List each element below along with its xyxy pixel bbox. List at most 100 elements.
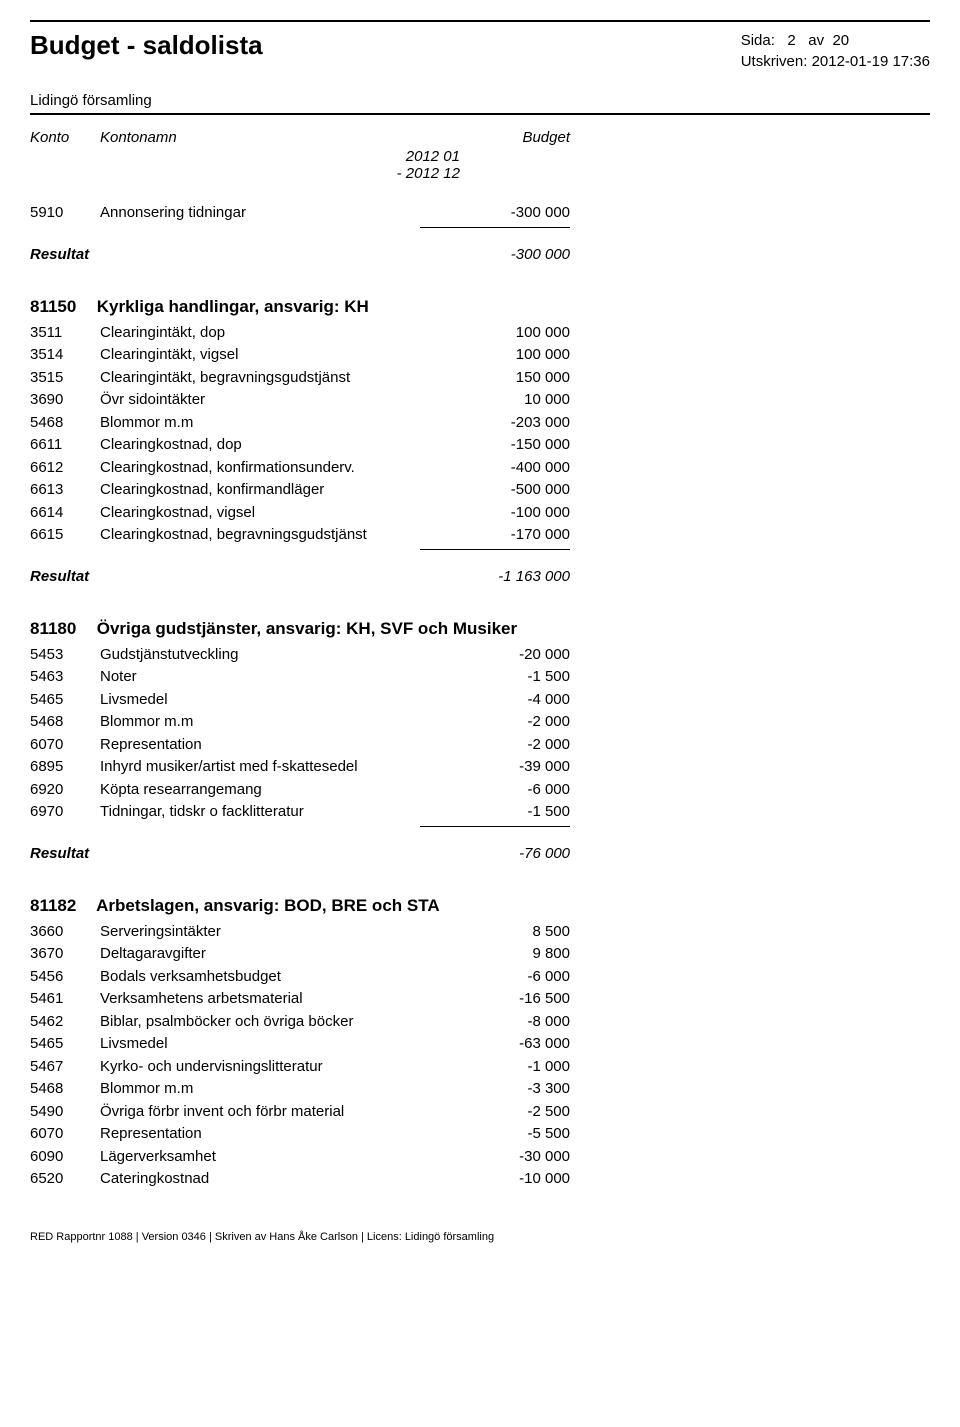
table-row: 5465Livsmedel-63 000	[30, 1033, 570, 1056]
result-label: Resultat	[30, 246, 420, 263]
col-name: Kontonamn	[100, 129, 420, 146]
row-konto: 6970	[30, 801, 100, 824]
row-value: -6 000	[420, 779, 570, 802]
row-name: Inhyrd musiker/artist med f-skattesedel	[100, 756, 420, 779]
row-konto: 5453	[30, 644, 100, 667]
row-konto: 3511	[30, 322, 100, 345]
row-name: Clearingkostnad, vigsel	[100, 502, 420, 525]
row-value: -1 000	[420, 1056, 570, 1079]
table-row: 6970Tidningar, tidskr o facklitteratur-1…	[30, 801, 570, 824]
page-num: 2	[787, 32, 795, 49]
row-konto: 6612	[30, 457, 100, 480]
row-name: Annonsering tidningar	[100, 202, 420, 225]
table-row: 5910 Annonsering tidningar -300 000	[30, 202, 570, 225]
column-headers: Konto Kontonamn Budget	[30, 129, 570, 146]
col-budget: Budget	[420, 129, 570, 146]
section3-rows: 3660Serveringsintäkter8 5003670Deltagara…	[30, 921, 570, 1191]
section-name: Arbetslagen, ansvarig: BOD, BRE och STA	[96, 896, 440, 915]
section-title: 81180 Övriga gudstjänster, ansvarig: KH,…	[30, 619, 570, 639]
table-row: 3511Clearingintäkt, dop100 000	[30, 322, 570, 345]
table-row: 6613Clearingkostnad, konfirmandläger-500…	[30, 479, 570, 502]
row-name: Gudstjänstutveckling	[100, 644, 420, 667]
row-value: -10 000	[420, 1168, 570, 1191]
row-value: -2 500	[420, 1101, 570, 1124]
section-name: Kyrkliga handlingar, ansvarig: KH	[97, 297, 369, 316]
row-value: -39 000	[420, 756, 570, 779]
row-value: -4 000	[420, 689, 570, 712]
page-of: av	[808, 32, 824, 49]
row-konto: 6615	[30, 524, 100, 547]
table-row: 5461Verksamhetens arbetsmaterial-16 500	[30, 988, 570, 1011]
row-konto: 5456	[30, 966, 100, 989]
row-name: Clearingintäkt, vigsel	[100, 344, 420, 367]
row-konto: 5468	[30, 412, 100, 435]
row-konto: 6090	[30, 1146, 100, 1169]
row-name: Lägerverksamhet	[100, 1146, 420, 1169]
row-value: -30 000	[420, 1146, 570, 1169]
row-konto: 6613	[30, 479, 100, 502]
row-value: 100 000	[420, 344, 570, 367]
row-konto: 5461	[30, 988, 100, 1011]
row-konto: 5468	[30, 711, 100, 734]
row-konto: 3670	[30, 943, 100, 966]
row-value: -1 500	[420, 801, 570, 824]
section-code: 81150	[30, 297, 92, 317]
table-row: 6611Clearingkostnad, dop-150 000	[30, 434, 570, 457]
footer: RED Rapportnr 1088 | Version 0346 | Skri…	[30, 1231, 930, 1243]
row-name: Verksamhetens arbetsmaterial	[100, 988, 420, 1011]
row-konto: 5463	[30, 666, 100, 689]
row-value: -16 500	[420, 988, 570, 1011]
table-row: 3515Clearingintäkt, begravningsgudstjäns…	[30, 367, 570, 390]
section-code: 81182	[30, 896, 92, 916]
content-block: Konto Kontonamn Budget 2012 01 - 2012 12…	[30, 129, 930, 1191]
row-value: 10 000	[420, 389, 570, 412]
row-konto: 5465	[30, 1033, 100, 1056]
row-name: Clearingintäkt, dop	[100, 322, 420, 345]
row-konto: 3690	[30, 389, 100, 412]
row-value: -2 000	[420, 734, 570, 757]
row-value: -500 000	[420, 479, 570, 502]
result-value: -1 163 000	[420, 568, 570, 585]
row-name: Clearingkostnad, konfirmandläger	[100, 479, 420, 502]
page-label: Sida:	[741, 32, 775, 49]
row-konto: 5465	[30, 689, 100, 712]
row-name: Clearingkostnad, begravningsgudstjänst	[100, 524, 420, 547]
row-konto: 3660	[30, 921, 100, 944]
row-konto: 5462	[30, 1011, 100, 1034]
table-row: 5456Bodals verksamhetsbudget-6 000	[30, 966, 570, 989]
row-konto: 6070	[30, 734, 100, 757]
sum-line	[420, 549, 570, 550]
page-meta: Sida: 2 av 20 Utskriven: 2012-01-19 17:3…	[741, 30, 930, 72]
table-row: 6090Lägerverksamhet-30 000	[30, 1146, 570, 1169]
table-row: 5453Gudstjänstutveckling-20 000	[30, 644, 570, 667]
top-rule	[30, 20, 930, 22]
result-label: Resultat	[30, 845, 420, 862]
table-row: 5462Biblar, psalmböcker och övriga böcke…	[30, 1011, 570, 1034]
row-value: -300 000	[420, 202, 570, 225]
row-value: -2 000	[420, 711, 570, 734]
row-value: -150 000	[420, 434, 570, 457]
sum-line	[420, 826, 570, 827]
row-konto: 6611	[30, 434, 100, 457]
table-row: 5490Övriga förbr invent och förbr materi…	[30, 1101, 570, 1124]
row-konto: 5910	[30, 202, 100, 225]
section-code: 81180	[30, 619, 92, 639]
section-title: 81182 Arbetslagen, ansvarig: BOD, BRE oc…	[30, 896, 570, 916]
subtitle: Lidingö församling	[30, 92, 930, 109]
period-2: - 2012 12	[100, 165, 460, 182]
table-row: 6520Cateringkostnad-10 000	[30, 1168, 570, 1191]
table-row: 6070Representation-2 000	[30, 734, 570, 757]
result-row: Resultat -300 000	[30, 246, 570, 263]
row-value: -3 300	[420, 1078, 570, 1101]
row-name: Blommor m.m	[100, 711, 420, 734]
table-row: 5465Livsmedel-4 000	[30, 689, 570, 712]
table-row: 6895Inhyrd musiker/artist med f-skattese…	[30, 756, 570, 779]
row-value: -170 000	[420, 524, 570, 547]
row-name: Clearingkostnad, konfirmationsunderv.	[100, 457, 420, 480]
row-name: Övr sidointäkter	[100, 389, 420, 412]
result-row: Resultat -1 163 000	[30, 568, 570, 585]
header-row: Budget - saldolista Sida: 2 av 20 Utskri…	[30, 30, 930, 72]
table-row: 3514Clearingintäkt, vigsel100 000	[30, 344, 570, 367]
result-value: -300 000	[420, 246, 570, 263]
row-name: Representation	[100, 1123, 420, 1146]
